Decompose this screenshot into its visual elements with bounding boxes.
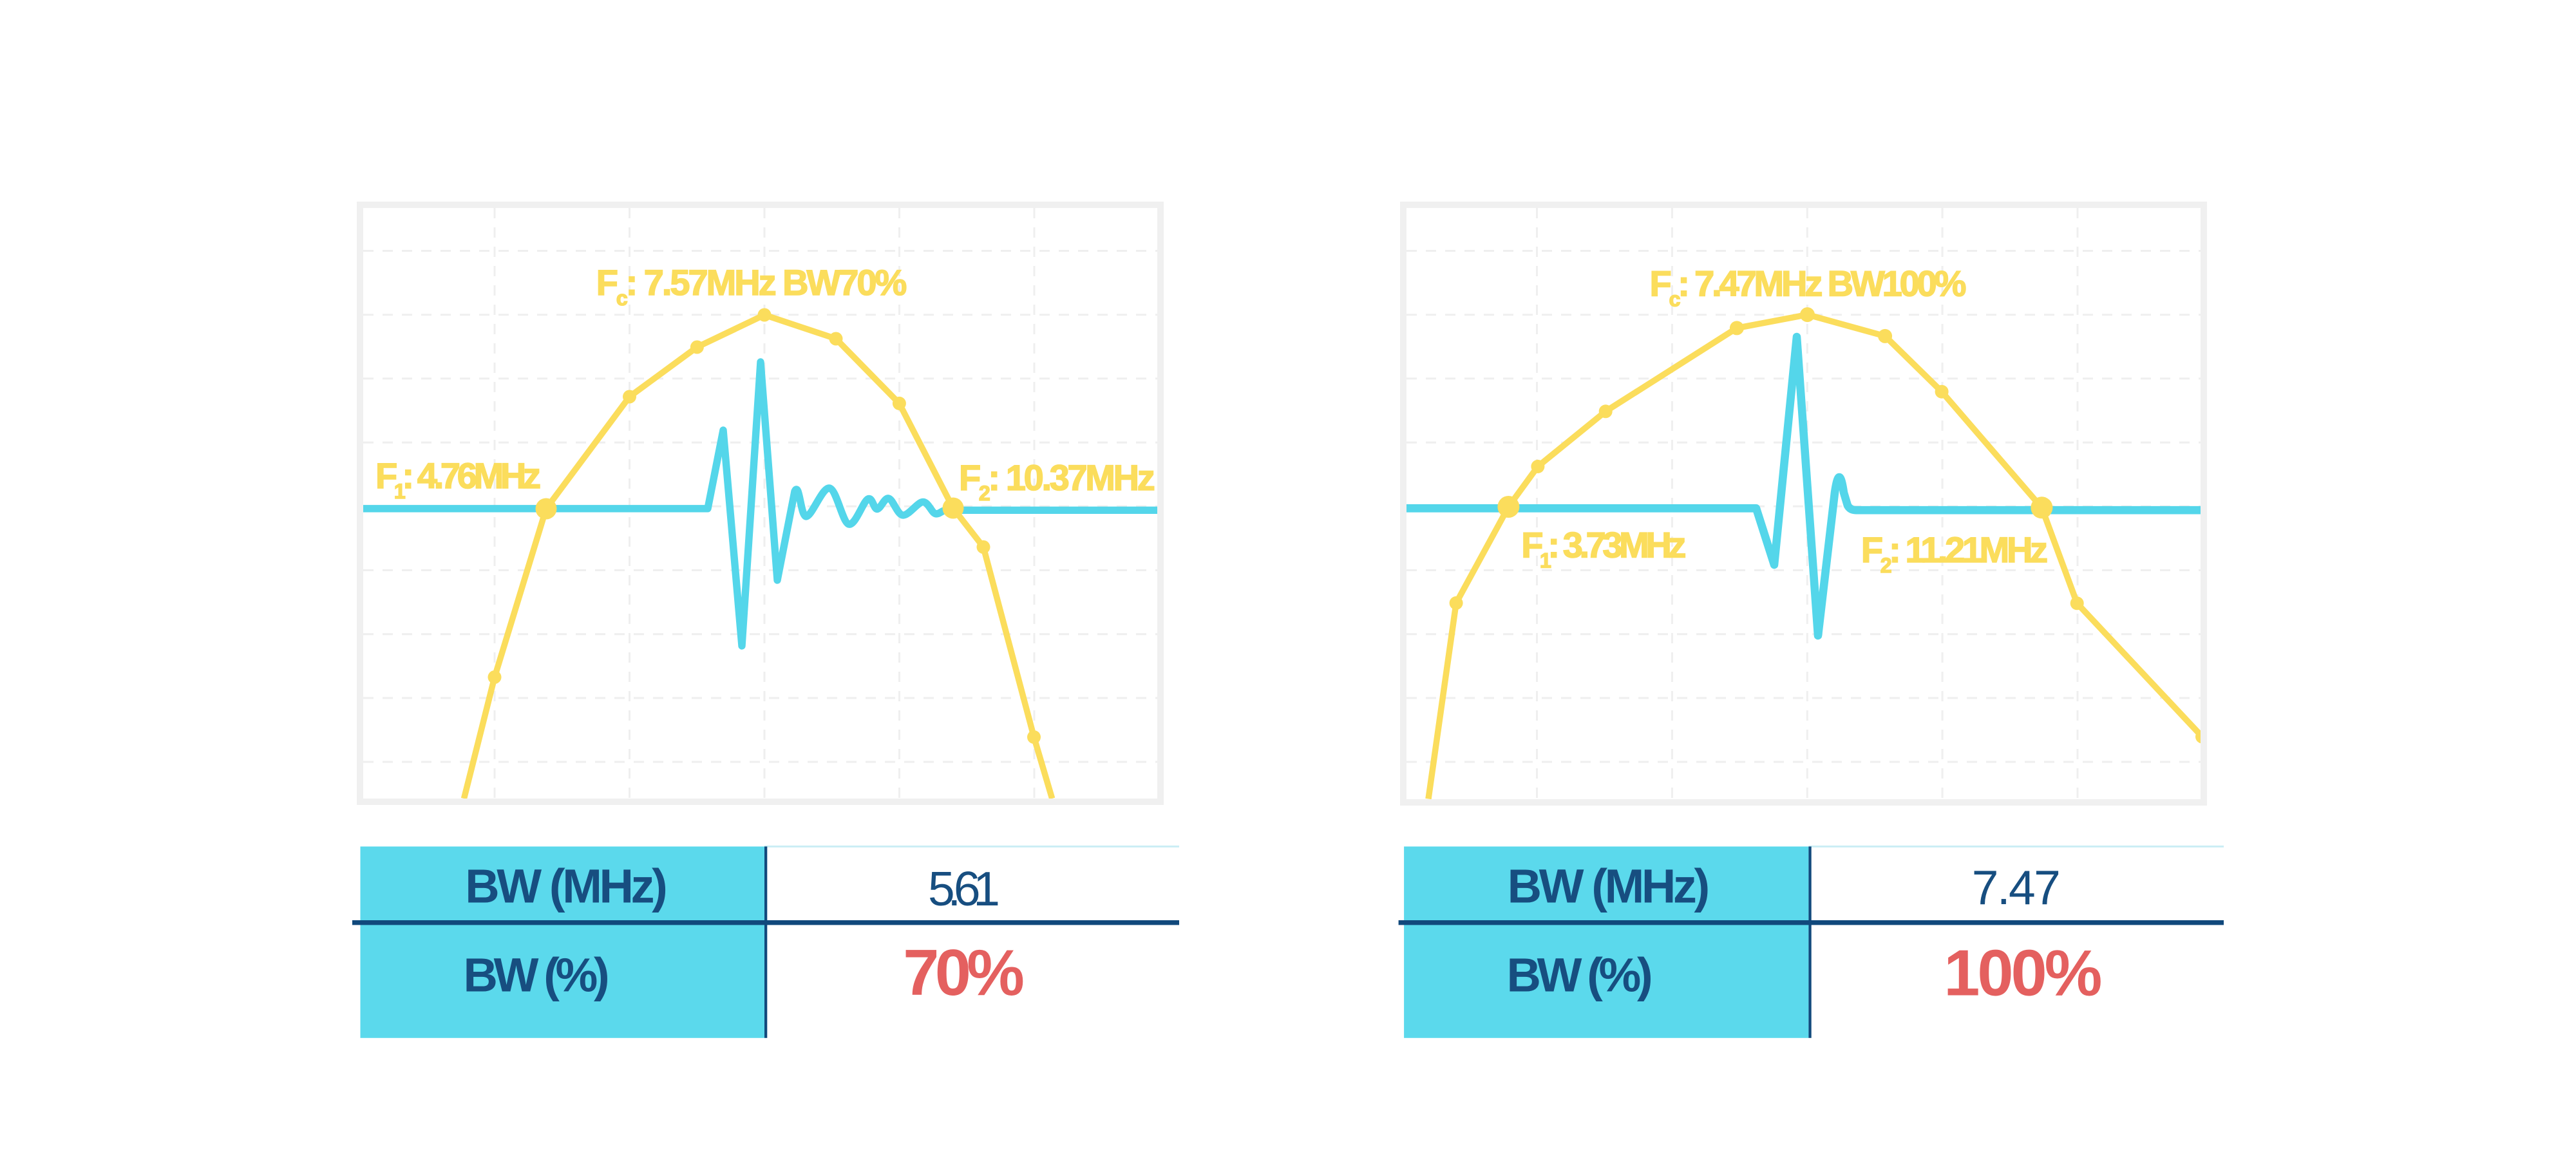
svg-text:F2: 11.21MHz: F2: 11.21MHz [1861, 529, 2048, 577]
svg-text:F2: 10.37MHz: F2: 10.37MHz [959, 457, 1155, 505]
svg-text:100%: 100% [1944, 938, 2102, 1010]
svg-text:F1: 4.76MHz: F1: 4.76MHz [375, 455, 541, 503]
svg-text:BW (MHz): BW (MHz) [465, 859, 668, 913]
svg-text:7.47: 7.47 [1972, 860, 2061, 914]
svg-text:Fc: 7.47MHz BW100%: Fc: 7.47MHz BW100% [1650, 263, 1967, 310]
svg-text:BW (%): BW (%) [1507, 948, 1653, 1001]
svg-text:BW (%): BW (%) [464, 948, 610, 1001]
svg-text:BW (MHz): BW (MHz) [1508, 859, 1710, 913]
svg-text:F1: 3.73MHz: F1: 3.73MHz [1521, 525, 1686, 572]
svg-text:Fc: 7.57MHz BW70%: Fc: 7.57MHz BW70% [596, 262, 907, 310]
svg-text:70%: 70% [903, 937, 1025, 1009]
svg-text:5.61: 5.61 [928, 862, 1000, 916]
